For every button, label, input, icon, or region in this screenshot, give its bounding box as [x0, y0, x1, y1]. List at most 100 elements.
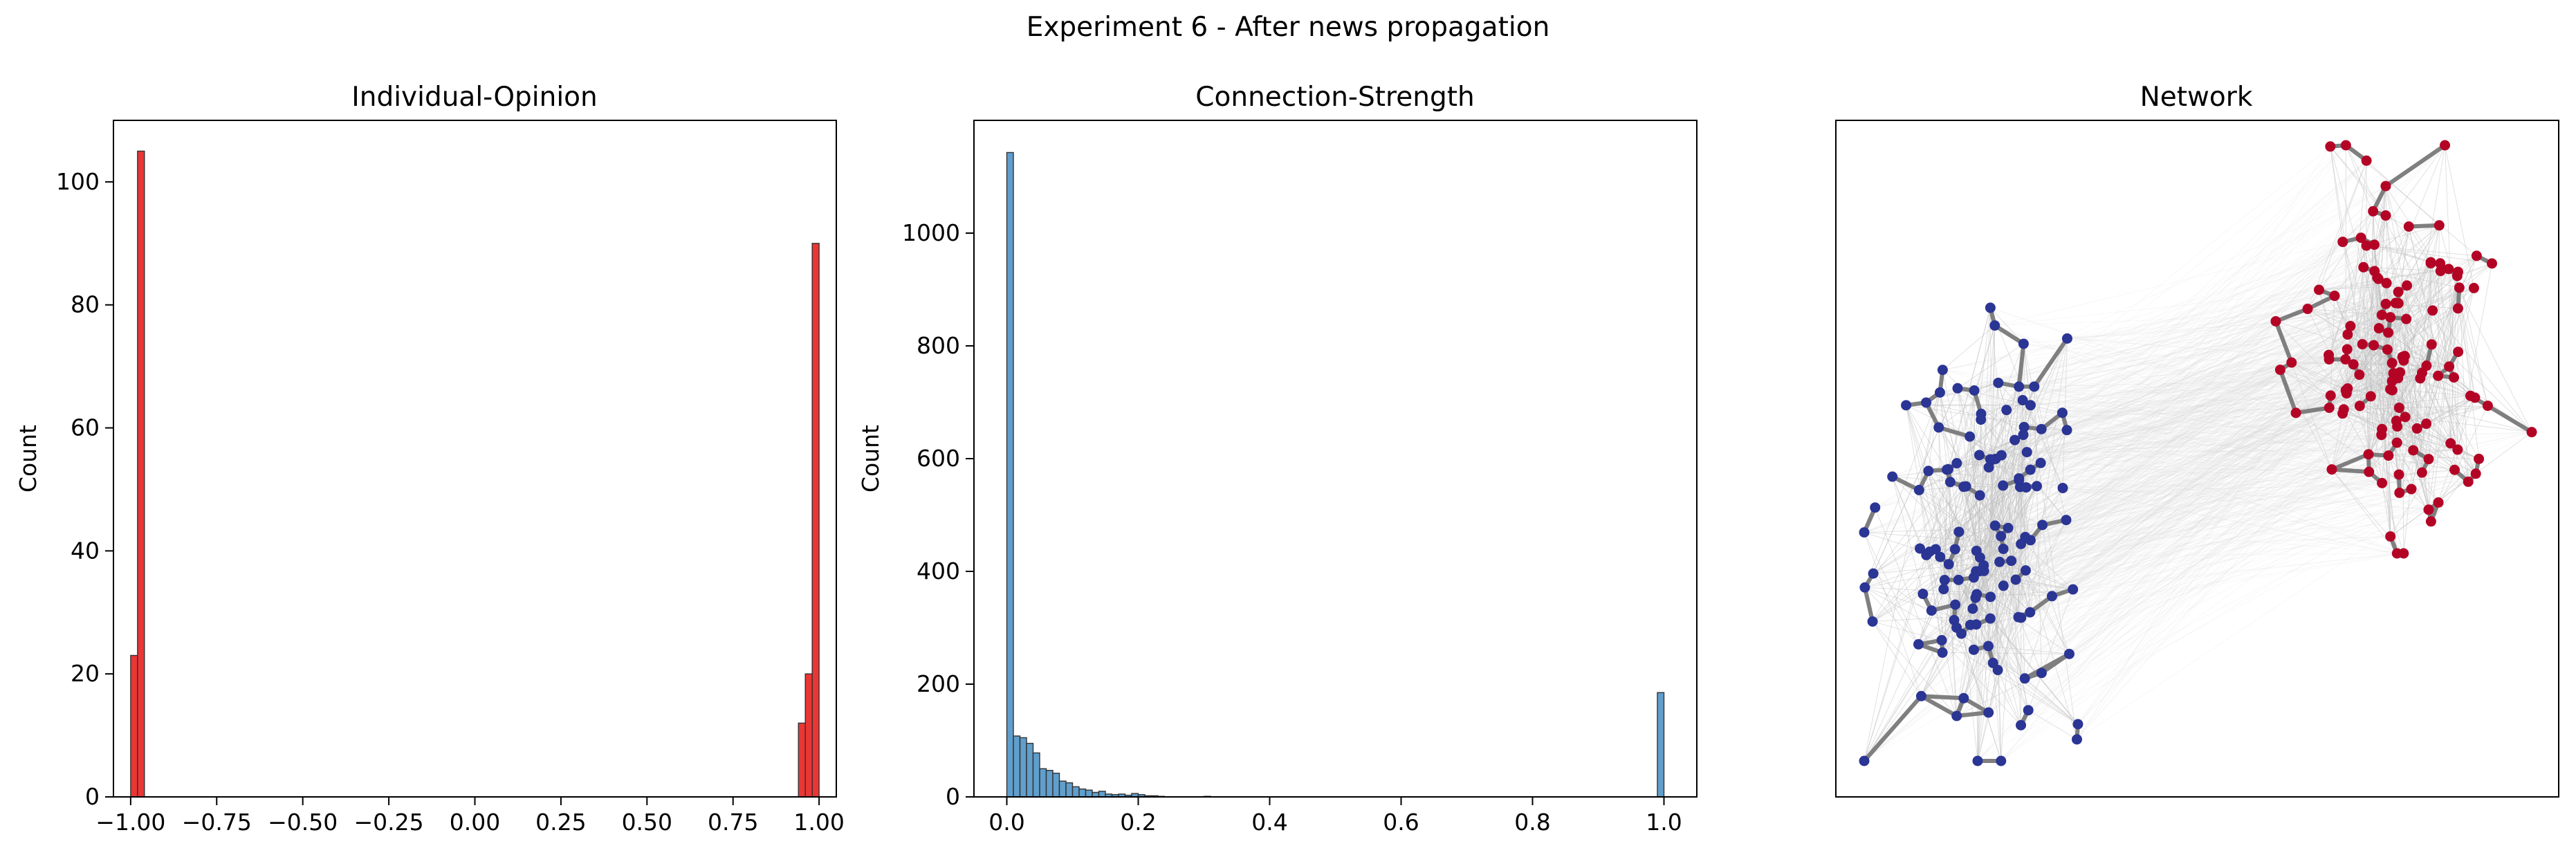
network-weak-edge-46: [1928, 470, 1955, 620]
p1-bar-1: [137, 150, 145, 798]
network-weak-edge-855: [1974, 570, 2026, 578]
network-node-205: [2361, 155, 2372, 166]
network-weak-edge-1484: [2021, 315, 2382, 726]
network-weak-edge-1596: [2022, 185, 2386, 401]
network-weak-edge-159: [2413, 263, 2431, 451]
network-weak-edge-1284: [1875, 395, 2471, 508]
network-weak-edge-1058: [2025, 245, 2367, 537]
network-weak-edge-1591: [1961, 389, 2391, 634]
network-weak-edge-736: [2385, 215, 2414, 451]
network-node-44: [1867, 616, 1878, 627]
network-weak-edge-1511: [2001, 454, 2400, 493]
network-weak-edge-960: [2014, 287, 2474, 441]
network-weak-edge-359: [1956, 463, 1989, 647]
network-weak-edge-920: [1979, 241, 2344, 496]
opinion-axes-frame: [113, 120, 837, 798]
network-weak-edge-45: [2319, 289, 2347, 394]
network-weak-edge-38: [2328, 303, 2386, 356]
network-weak-edge-1100: [1990, 307, 2297, 414]
network-node-154: [2324, 402, 2335, 413]
network-weak-edge-490: [2307, 309, 2449, 367]
network-weak-edge-1522: [2000, 302, 2399, 537]
network-weak-edge-980: [2030, 351, 2458, 541]
network-weak-edge-1274: [1988, 287, 2460, 713]
network-weak-edge-843: [1949, 543, 2021, 565]
network-weak-edge-1148: [2077, 473, 2476, 740]
network-weak-edge-655: [1864, 325, 1996, 762]
network-weak-edge-259: [1864, 520, 2067, 588]
network-weak-edge-109: [1941, 640, 2079, 725]
network-weak-edge-1152: [2003, 369, 2281, 587]
network-weak-edge-1187: [1979, 389, 2393, 572]
network-weak-edge-1030: [2027, 397, 2476, 711]
network-node-226: [2377, 477, 2388, 488]
network-weak-edge-1497: [1926, 303, 2386, 555]
network-weak-edge-1375: [2052, 263, 2431, 597]
network-weak-edge-1053: [2006, 344, 2432, 411]
network-weak-edge-1316: [2025, 412, 2297, 537]
network-weak-edge-1579: [2025, 344, 2374, 571]
network-weak-edge-1242: [1992, 365, 2427, 663]
opinion-histogram-title: Individual-Opinion: [351, 82, 598, 113]
network-node-171: [2355, 232, 2366, 243]
network-weak-edge-1314: [1974, 295, 2335, 391]
network-weak-edge-1280: [1906, 270, 2375, 406]
network-weak-edge-969: [1991, 443, 2451, 461]
network-weak-edge-1020: [1918, 407, 2330, 645]
network-weak-edge-956: [1988, 270, 2375, 713]
network-weak-edge-1543: [1977, 458, 2479, 762]
network-weak-edge-1015: [1949, 397, 2476, 565]
network-weak-edge-139: [2377, 185, 2386, 278]
network-weak-edge-825: [2350, 287, 2474, 327]
network-weak-edge-1247: [2018, 478, 2398, 554]
network-weak-edge-797: [2373, 244, 2400, 493]
p2-y-tick-label-5: 1000: [902, 219, 960, 246]
p2-x-tick-label-2: 0.4: [1251, 809, 1287, 836]
network-weak-edge-1330: [2025, 317, 2391, 488]
network-weak-edge-473: [1906, 405, 1958, 717]
network-weak-edge-764: [2396, 420, 2479, 459]
network-weak-edge-133: [2404, 416, 2429, 459]
network-weak-edge-1117: [2024, 303, 2399, 679]
network-weak-edge-1057: [2067, 338, 2427, 367]
network-weak-edge-1396: [1961, 428, 2382, 634]
network-weak-edge-958: [1956, 360, 2404, 717]
network-weak-edge-970: [1979, 432, 2532, 456]
network-axes-frame: [1835, 120, 2559, 798]
network-weak-edge-1286: [1948, 393, 2347, 470]
network-weak-edge-994: [1976, 344, 2432, 625]
network-weak-edge-672: [2381, 314, 2471, 396]
network-weak-edge-155: [2368, 332, 2389, 472]
network-node-68: [2025, 607, 2036, 618]
network-weak-edge-658: [2347, 287, 2474, 335]
network-weak-edge-1456: [2066, 362, 2393, 521]
p2-y-tick-label-1: 200: [917, 670, 960, 697]
network-weak-edge-1074: [2021, 241, 2344, 618]
network-weak-edge-1495: [1944, 388, 2348, 581]
network-weak-edge-1194: [1956, 185, 2386, 717]
network-nodes: [1859, 140, 2537, 766]
network-weak-edge-1235: [1979, 432, 2532, 456]
network-node-246: [2340, 385, 2351, 396]
p2-x-tick-label-5: 1.0: [1646, 809, 1682, 836]
network-weak-edge-1092: [1955, 553, 2398, 605]
network-weak-edge-68: [2330, 287, 2460, 396]
network-weak-edge-826: [1948, 564, 2022, 618]
network-node-65: [1938, 584, 1949, 595]
network-weak-edge-425: [1926, 402, 2025, 428]
network-weak-edge-22: [2373, 244, 2400, 493]
network-weak-edge-1481: [1873, 271, 2458, 574]
network-weak-edge-1258: [1994, 372, 2422, 526]
network-weak-edge-628: [2023, 343, 2031, 405]
network-weak-edge-1427: [1864, 263, 2431, 762]
network-weak-edge-1249: [1958, 369, 2281, 580]
network-weak-edge-1500: [2041, 344, 2374, 463]
network-weak-edge-150: [2347, 263, 2492, 389]
network-weak-edge-1445: [1921, 349, 2388, 697]
network-weak-edge-244: [2025, 570, 2073, 590]
network-weak-edge-1278: [2041, 351, 2458, 674]
network-weak-edge-832: [1991, 410, 2007, 461]
network-node-1: [1933, 422, 1944, 433]
network-weak-edge-302: [2386, 283, 2421, 379]
p1-bar-0: [130, 654, 138, 798]
